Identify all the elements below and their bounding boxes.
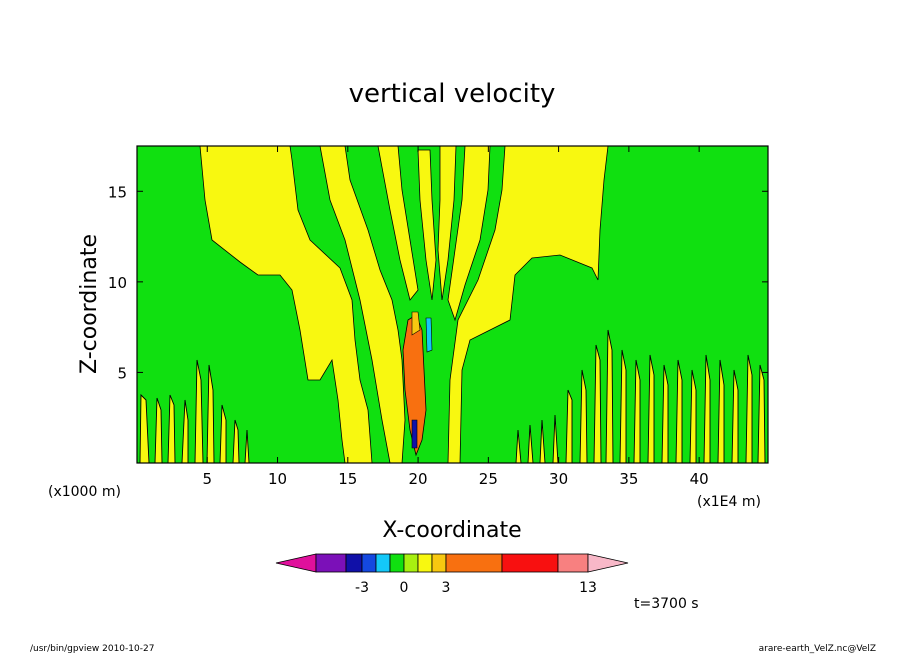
colorbar-box bbox=[501, 553, 559, 573]
y-tick-label: 5 bbox=[117, 364, 127, 382]
colorbar-box bbox=[315, 553, 347, 573]
x-tick-label: 25 bbox=[479, 470, 498, 488]
footer-left: /usr/bin/gpview 2010-10-27 bbox=[30, 644, 154, 654]
x-tick-label: 30 bbox=[549, 470, 568, 488]
colorbar-labels: -3 0 3 13 bbox=[355, 580, 597, 596]
y-tick-label: 15 bbox=[108, 183, 127, 201]
colorbar-box bbox=[445, 553, 503, 573]
footer-right: arare-earth_VelZ.nc@VelZ bbox=[759, 644, 876, 654]
y-tick-label: 10 bbox=[108, 274, 127, 292]
colorbar-label: 13 bbox=[579, 580, 597, 596]
x-tick-label: 35 bbox=[619, 470, 638, 488]
time-label: t=3700 s bbox=[634, 596, 699, 612]
yellow-stripe-1 bbox=[377, 145, 419, 301]
x-tick-label: 40 bbox=[690, 470, 709, 488]
x-unit-label: (x1E4 m) bbox=[697, 494, 761, 510]
colorbar-box bbox=[345, 553, 363, 573]
colorbar-box bbox=[403, 553, 419, 573]
colorbar-box bbox=[361, 553, 377, 573]
cyan-core-streak bbox=[425, 317, 433, 353]
orange-core bbox=[402, 314, 427, 457]
yellow-region-center bbox=[319, 145, 406, 464]
y-unit-label: (x1000 m) bbox=[48, 484, 121, 500]
yellow-core-edge bbox=[411, 311, 421, 336]
colorbar-box bbox=[417, 553, 433, 573]
yellow-region-right bbox=[447, 145, 609, 464]
colorbar bbox=[275, 553, 629, 573]
x-axis-title: X-coordinate bbox=[382, 518, 521, 543]
x-tick-label: 5 bbox=[202, 470, 212, 488]
x-tick-label: 15 bbox=[338, 470, 357, 488]
yellow-stripe-2 bbox=[417, 149, 437, 301]
colorbar-box bbox=[389, 553, 405, 573]
colorbar-label: 3 bbox=[442, 580, 451, 596]
y-axis: 5 10 15 bbox=[108, 183, 768, 382]
colorbar-low-triangle bbox=[275, 553, 317, 573]
yellow-stripe-3 bbox=[437, 145, 457, 301]
y-axis-title: Z-coordinate bbox=[77, 234, 102, 374]
x-tick-label: 20 bbox=[409, 470, 428, 488]
colorbar-label: 0 bbox=[400, 580, 409, 596]
chart-title: vertical velocity bbox=[349, 79, 556, 109]
blue-core-streak bbox=[411, 419, 418, 449]
colorbar-high-triangle bbox=[587, 553, 629, 573]
plot-area bbox=[136, 145, 769, 464]
yellow-region-mid bbox=[447, 145, 491, 322]
plot-frame bbox=[136, 145, 769, 464]
x-axis: 5 10 15 20 25 30 35 40 bbox=[202, 146, 709, 488]
x-tick-label: 10 bbox=[268, 470, 287, 488]
colorbar-box bbox=[431, 553, 447, 573]
colorbar-label: -3 bbox=[355, 580, 369, 596]
colorbar-box bbox=[557, 553, 589, 573]
colorbar-box bbox=[375, 553, 391, 573]
yellow-region-left bbox=[199, 145, 373, 464]
